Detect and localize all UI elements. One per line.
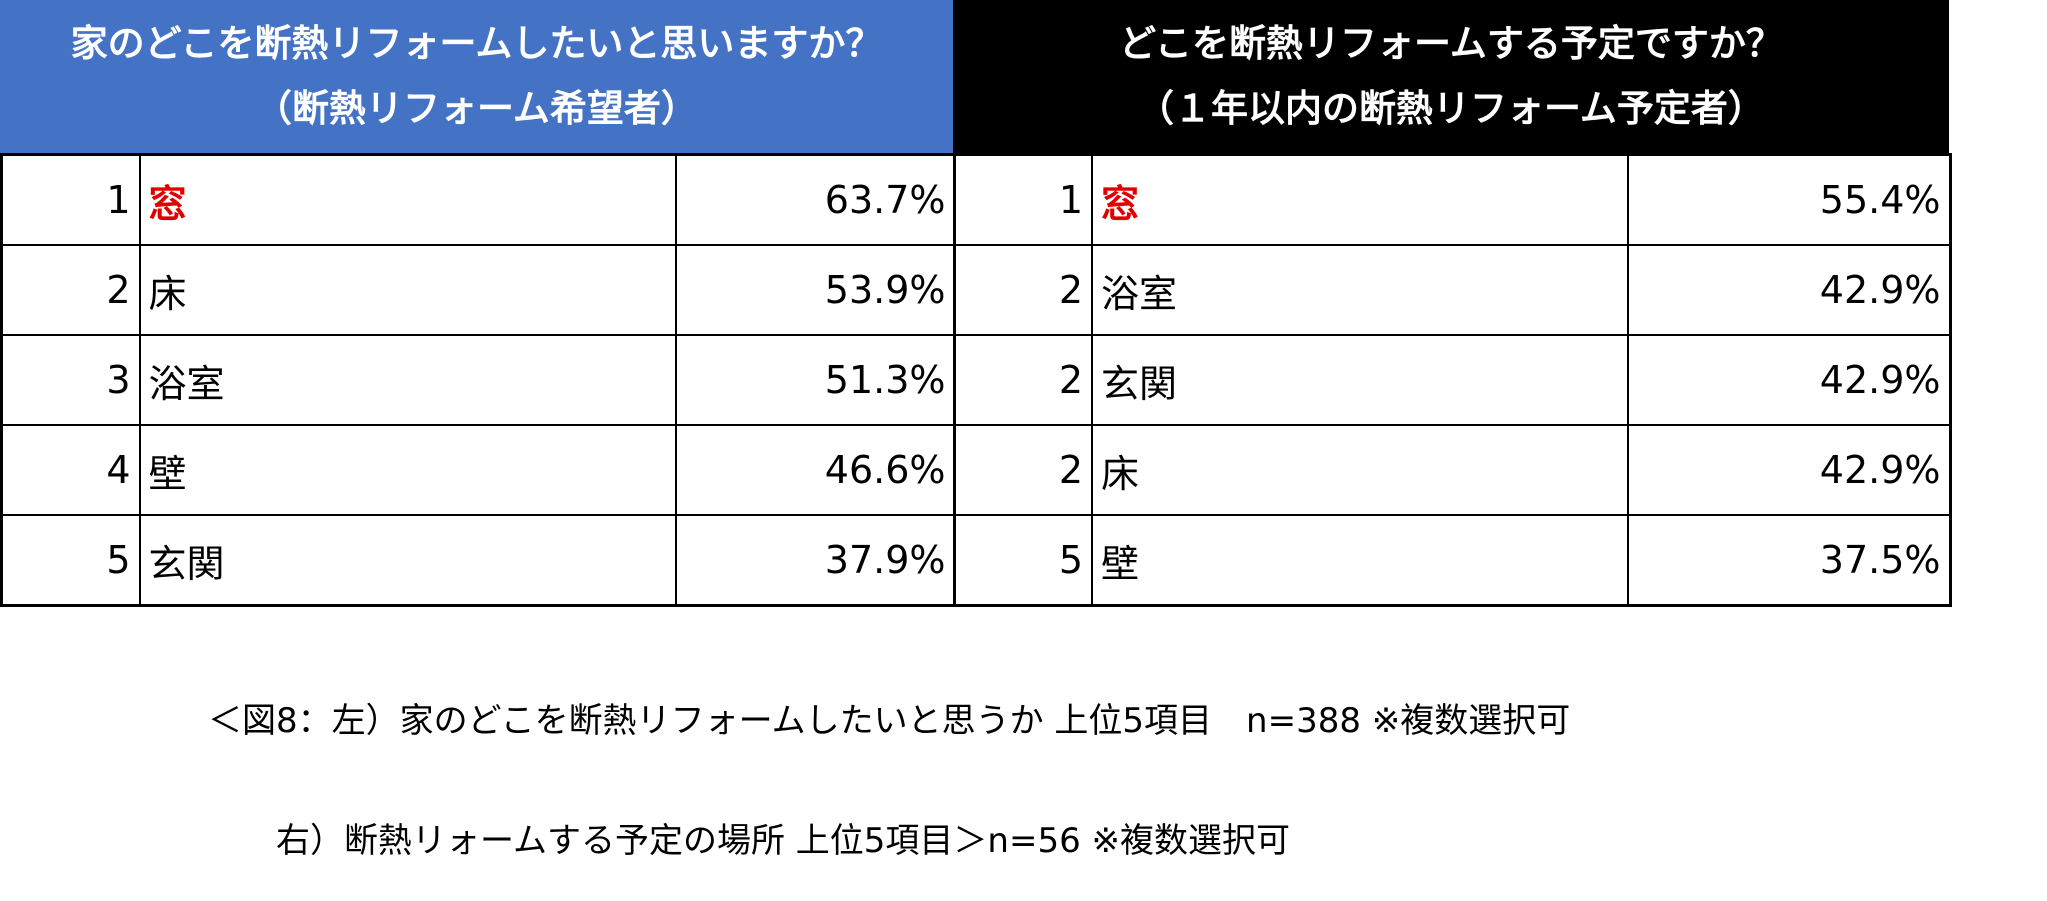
table-row: 4 壁 46.6%: [0, 424, 956, 516]
item-cell: 窓: [138, 153, 677, 246]
item-cell: 床: [1091, 424, 1629, 516]
caption-line-2: 右）断熱リォームする予定の場所 上位5項目＞n=56 ※複数選択可: [208, 821, 1291, 861]
left-table-title: 家のどこを断熱リフォームしたいと思いますか？: [70, 21, 883, 65]
left-table-header: 家のどこを断熱リフォームしたいと思いますか？ （断熱リフォーム希望者）: [0, 0, 953, 153]
figure-caption: ＜図8：左）家のどこを断熱リフォームしたいと思うか 上位5項目 n=388 ※複…: [208, 621, 1570, 901]
value-cell: 42.9%: [1627, 424, 1952, 516]
item-cell: 浴室: [138, 334, 677, 426]
table-row: 2 床 53.9%: [0, 244, 956, 336]
table-row: 2 玄関 42.9%: [953, 334, 1952, 426]
item-cell: 玄関: [1091, 334, 1629, 426]
value-cell: 55.4%: [1627, 153, 1952, 246]
table-row: 5 壁 37.5%: [953, 514, 1952, 607]
right-ranking-table: どこを断熱リフォームする予定ですか？ （１年以内の断熱リフォーム予定者） 1 窓…: [953, 0, 1952, 607]
left-table-body: 1 窓 63.7% 2 床 53.9% 3 浴室 51.3% 4 壁 4: [0, 153, 956, 607]
table-row: 2 浴室 42.9%: [953, 244, 1952, 336]
value-cell: 37.9%: [674, 514, 956, 607]
right-table-header: どこを断熱リフォームする予定ですか？ （１年以内の断熱リフォーム予定者）: [953, 0, 1949, 153]
table-row: 1 窓 63.7%: [0, 153, 956, 246]
rank-cell: 3: [0, 334, 141, 426]
table-row: 2 床 42.9%: [953, 424, 1952, 516]
rank-cell: 4: [0, 424, 141, 516]
left-ranking-table: 家のどこを断熱リフォームしたいと思いますか？ （断熱リフォーム希望者） 1 窓 …: [0, 0, 956, 607]
table-row: 3 浴室 51.3%: [0, 334, 956, 426]
table-row: 1 窓 55.4%: [953, 153, 1952, 246]
caption-line-1: ＜図8：左）家のどこを断熱リフォームしたいと思うか 上位5項目 n=388 ※複…: [208, 701, 1571, 741]
item-cell: 窓: [1091, 153, 1629, 246]
right-table-body: 1 窓 55.4% 2 浴室 42.9% 2 玄関 42.9% 2 床: [953, 153, 1952, 607]
rank-cell: 2: [0, 244, 141, 336]
value-cell: 46.6%: [674, 424, 956, 516]
value-cell: 63.7%: [674, 153, 956, 246]
value-cell: 51.3%: [674, 334, 956, 426]
rank-cell: 2: [953, 334, 1093, 426]
item-cell: 壁: [1091, 514, 1629, 607]
table-row: 5 玄関 37.9%: [0, 514, 956, 607]
value-cell: 42.9%: [1627, 334, 1952, 426]
rank-cell: 1: [0, 153, 141, 246]
right-table-title: どこを断熱リフォームする予定ですか？: [1119, 21, 1783, 65]
item-cell: 浴室: [1091, 244, 1629, 336]
value-cell: 53.9%: [674, 244, 956, 336]
value-cell: 37.5%: [1627, 514, 1952, 607]
rank-cell: 2: [953, 244, 1093, 336]
rank-cell: 1: [953, 153, 1093, 246]
item-cell: 床: [138, 244, 677, 336]
left-table-subtitle: （断熱リフォーム希望者）: [255, 86, 698, 130]
right-table-subtitle: （１年以内の断熱リフォーム予定者）: [1137, 86, 1765, 130]
ranking-tables: 家のどこを断熱リフォームしたいと思いますか？ （断熱リフォーム希望者） 1 窓 …: [0, 0, 1952, 607]
rank-cell: 5: [0, 514, 141, 607]
value-cell: 42.9%: [1627, 244, 1952, 336]
rank-cell: 2: [953, 424, 1093, 516]
rank-cell: 5: [953, 514, 1093, 607]
item-cell: 壁: [138, 424, 677, 516]
item-cell: 玄関: [138, 514, 677, 607]
